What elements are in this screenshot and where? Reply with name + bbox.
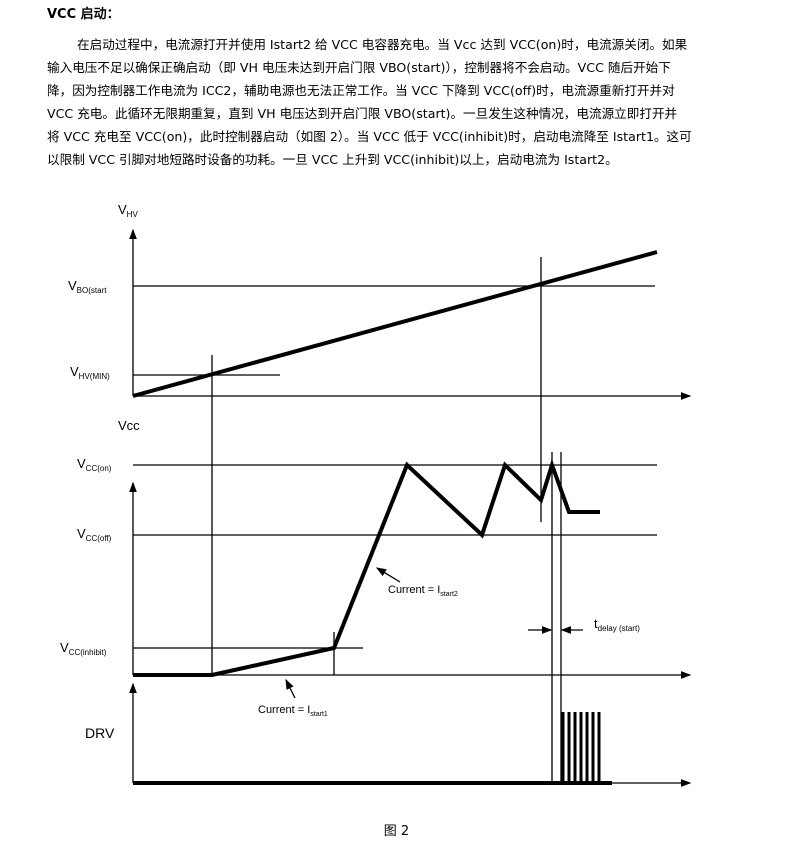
vhv-min-label: VHV(MIN)	[70, 364, 110, 381]
paragraph-line: VCC 充电。此循环无限期重复，直到 VH 电压达到开启门限 VBO(start…	[47, 106, 678, 121]
section-heading: VCC 启动：	[47, 7, 120, 22]
vcc-on-label: VCC(on)	[77, 456, 112, 473]
vcc-inhibit-label: VCC(inhibit)	[60, 640, 107, 657]
istart2-label: Current = Istart2	[388, 584, 458, 598]
paragraph-line: 在启动过程中，电流源打开并使用 Istart2 给 VCC 电容器充电。当 Vc…	[77, 37, 688, 52]
paragraph-line: 以限制 VCC 引脚对地短路时设备的功耗。一旦 VCC 上升到 VCC(inhi…	[47, 152, 618, 167]
paragraph-line: 输入电压不足以确保正确启动（即 VH 电压未达到开启门限 VBO(start)）…	[47, 60, 671, 75]
paragraph-line: 降，因为控制器工作电流为 ICC2，辅助电源也无法正常工作。当 VCC 下降到 …	[47, 83, 675, 98]
tdelay-label: tdelay (start)	[594, 616, 640, 633]
istart1-label: Current = Istart1	[258, 704, 328, 718]
istart1-pointer	[285, 678, 296, 699]
vcc-off-label: VCC(off)	[77, 526, 112, 543]
paragraph-line: 将 VCC 充电至 VCC(on)，此时控制器启动（如图 2）。当 VCC 低于…	[47, 129, 692, 144]
vcc-axis-label: Vcc	[118, 418, 140, 433]
vhv-waveform	[132, 250, 658, 398]
drv-label: DRV	[85, 725, 115, 741]
vhv-label: VHV	[118, 202, 138, 219]
vbo-start-label: VBO(start	[68, 278, 107, 295]
figure-caption: 图 2	[383, 824, 410, 839]
body-paragraph: 在启动过程中，电流源打开并使用 Istart2 给 VCC 电容器充电。当 Vc…	[47, 33, 767, 171]
vcc-waveform	[133, 458, 600, 677]
drv-pulses	[561, 712, 601, 783]
istart2-pointer	[375, 567, 401, 583]
